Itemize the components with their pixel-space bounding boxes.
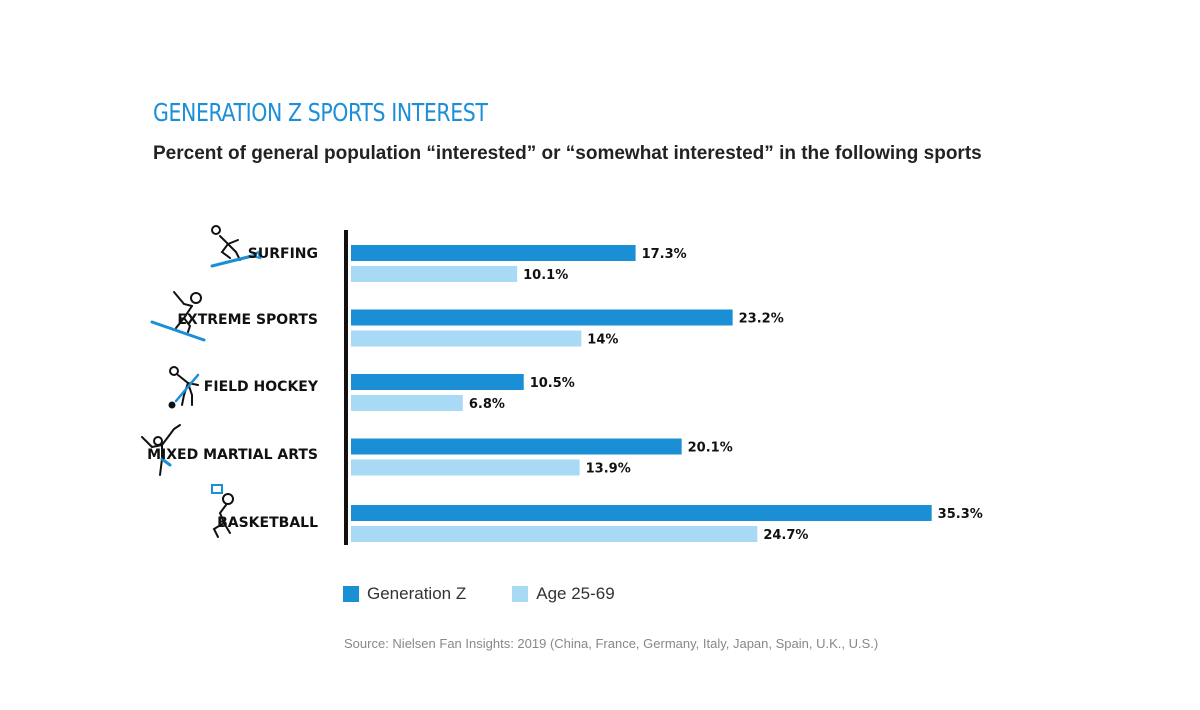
chart-title: GENERATION Z SPORTS INTEREST xyxy=(153,98,488,127)
value-label-surfing-age-25-69: 10.1% xyxy=(523,268,568,283)
legend-label-age-25-69: Age 25-69 xyxy=(536,584,615,603)
category-label-extreme-sports: EXTREME SPORTS xyxy=(177,312,318,328)
legend-label-gen-z: Generation Z xyxy=(367,584,467,603)
bar-basketball-gen-z xyxy=(351,505,932,521)
value-label-basketball-gen-z: 35.3% xyxy=(938,507,983,522)
field-hockey-player-icon xyxy=(168,366,200,409)
bar-mixed-martial-arts-age-25-69 xyxy=(351,459,580,476)
bar-surfing-gen-z xyxy=(351,245,636,261)
value-label-extreme-sports-age-25-69: 14% xyxy=(587,333,618,348)
value-label-surfing-gen-z: 17.3% xyxy=(642,247,687,262)
value-label-mixed-martial-arts-gen-z: 20.1% xyxy=(688,441,733,456)
category-label-basketball: BASKETBALL xyxy=(217,515,318,531)
bar-field-hockey-age-25-69 xyxy=(351,395,463,411)
category-label-field-hockey: FIELD HOCKEY xyxy=(204,379,319,395)
category-label-mixed-martial-arts: MIXED MARTIAL ARTS xyxy=(147,447,318,463)
value-label-basketball-age-25-69: 24.7% xyxy=(763,528,808,543)
value-label-field-hockey-age-25-69: 6.8% xyxy=(469,397,505,412)
value-label-mixed-martial-arts-age-25-69: 13.9% xyxy=(586,462,631,477)
legend-swatch-age-25-69 xyxy=(512,586,529,602)
category-label-surfing: SURFING xyxy=(248,246,318,262)
value-label-field-hockey-gen-z: 10.5% xyxy=(530,376,575,391)
bar-mixed-martial-arts-gen-z xyxy=(351,438,682,455)
legend-item-gen-z: Generation Z xyxy=(343,584,466,604)
bar-chart: SURFING 17.3% 10.1% EXTREME SPORTS 23.2% 14% F… xyxy=(141,225,983,545)
martial-artist-icon xyxy=(141,424,181,476)
bar-surfing-age-25-69 xyxy=(351,266,518,282)
legend: Generation Z Age 25-69 xyxy=(343,584,615,604)
bar-field-hockey-gen-z xyxy=(351,374,524,390)
chart-subtitle: Percent of general population “intereste… xyxy=(153,143,982,164)
legend-item-age-25-69: Age 25-69 xyxy=(512,584,615,604)
bar-basketball-age-25-69 xyxy=(351,526,758,542)
surfer-icon xyxy=(210,225,262,268)
value-label-extreme-sports-gen-z: 23.2% xyxy=(739,312,784,327)
bar-extreme-sports-gen-z xyxy=(351,309,733,326)
basketball-player-icon xyxy=(211,484,234,538)
source-note: Source: Nielsen Fan Insights: 2019 (Chin… xyxy=(344,636,879,651)
snowboarder-icon xyxy=(150,291,206,342)
bar-extreme-sports-age-25-69 xyxy=(351,330,582,347)
legend-swatch-gen-z xyxy=(343,586,359,602)
